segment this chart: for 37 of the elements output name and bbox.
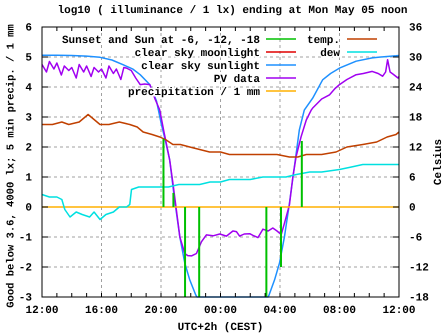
- x-tick-label: 00:00: [204, 304, 238, 317]
- legend-label: clear sky moonlight: [134, 48, 260, 60]
- y-tick-label: -1: [18, 232, 32, 245]
- y2-tick-label: -6: [409, 232, 422, 245]
- y-tick-label: 3: [25, 112, 32, 125]
- y2-tick-label: 6: [409, 172, 416, 185]
- y-tick-label: 0: [25, 202, 32, 215]
- x-axis-title: UTC+2h (CEST): [178, 322, 264, 334]
- legend-label: clear sky sunlight: [141, 60, 260, 73]
- legend-label: dew: [320, 48, 340, 60]
- y2-tick-label: 30: [409, 52, 422, 65]
- y-tick-label: 2: [25, 142, 32, 155]
- y-tick-label: -3: [18, 292, 32, 305]
- y2-tick-label: 24: [409, 82, 423, 95]
- x-tick-label: 08:00: [322, 304, 356, 317]
- legend-label: temp.: [306, 34, 340, 47]
- y2-tick-label: -12: [409, 262, 429, 275]
- y-axis-title: Good below 3.6, 4000 lx; 5 min precip. / 1 mm: [6, 24, 18, 308]
- y2-tick-label: 18: [409, 112, 423, 125]
- legend-label: PV data: [214, 74, 260, 86]
- y2-tick-label: -18: [409, 292, 430, 305]
- x-tick-label: 12:00: [25, 304, 59, 317]
- y-tick-label: 6: [25, 22, 32, 35]
- x-tick-label: 04:00: [263, 304, 297, 317]
- x-tick-label: 20:00: [144, 304, 178, 317]
- x-tick-label: 12:00: [382, 304, 416, 317]
- y-tick-label: -2: [18, 262, 32, 275]
- y2-tick-label: 12: [409, 142, 422, 155]
- y-tick-label: 1: [25, 172, 32, 185]
- y-tick-label: 4: [25, 82, 32, 95]
- y2-tick-label: 36: [409, 22, 422, 35]
- chart-title: log10 ( illuminance / 1 lx) ending at Mon May 05 noon: [58, 5, 408, 17]
- x-tick-label: 16:00: [84, 304, 118, 317]
- legend-label: Sunset and Sun at -6, -12, -18: [62, 34, 260, 47]
- y2-axis-title: Celsius: [432, 138, 445, 186]
- y2-tick-label: 0: [409, 202, 416, 215]
- y-tick-label: 5: [25, 52, 32, 65]
